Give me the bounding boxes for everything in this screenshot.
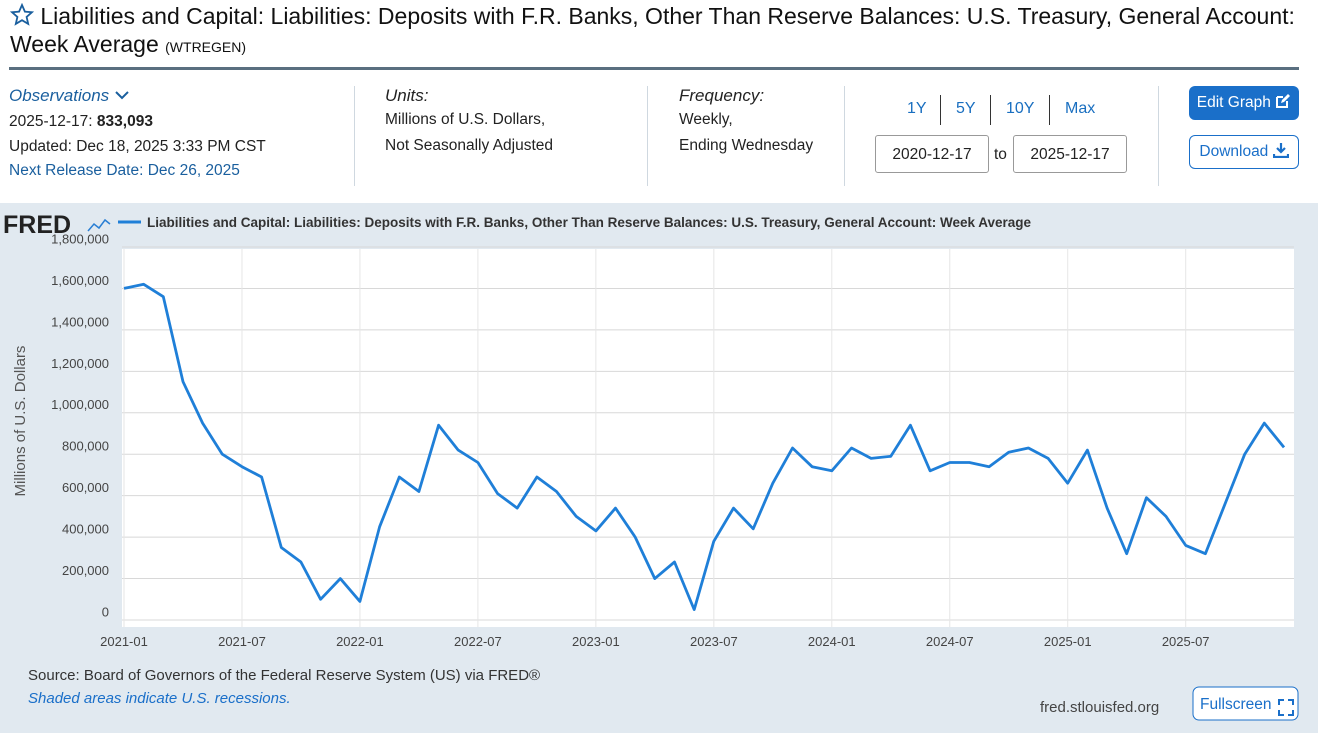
obs-date: 2025-12-17: <box>9 113 93 130</box>
x-tick-label: 2023-07 <box>690 634 738 649</box>
y-tick-label: 800,000 <box>62 439 109 454</box>
separator <box>940 95 941 125</box>
x-tick-label: 2021-07 <box>218 634 266 649</box>
recession-note: Shaded areas indicate U.S. recessions. <box>28 690 291 707</box>
range-button[interactable]: Max <box>1065 100 1096 117</box>
separator <box>990 95 991 125</box>
obs-value: 833,093 <box>96 113 153 130</box>
x-tick-label: 2025-07 <box>1162 634 1210 649</box>
chart: FRED Source: Board of Governors of the F… <box>3 211 1299 721</box>
y-tick-label: 1,800,000 <box>51 231 109 246</box>
source: Source: Board of Governors of the Federa… <box>28 667 540 684</box>
units-value: Not Seasonally Adjusted <box>385 137 554 154</box>
y-axis-label: Millions of U.S. Dollars <box>12 346 29 497</box>
site-url: fred.stlouisfed.org <box>1040 699 1159 716</box>
series-id: (WTREGEN) <box>165 39 247 55</box>
edit-icon <box>1276 94 1291 108</box>
range-button[interactable]: 5Y <box>956 100 976 117</box>
y-tick-label: 600,000 <box>62 480 109 495</box>
title-block: Liabilities and Capital: Liabilities: De… <box>9 2 1300 61</box>
fullscreen-button[interactable] <box>1192 686 1299 721</box>
observations-label: Observations <box>9 86 110 105</box>
fred-logo: FRED <box>3 211 71 239</box>
x-tick-label: 2025-01 <box>1044 634 1092 649</box>
star-icon[interactable] <box>9 2 35 27</box>
x-tick-label: 2023-01 <box>572 634 620 649</box>
updated: Updated: Dec 18, 2025 3:33 PM CST <box>9 138 266 155</box>
y-tick-label: 0 <box>102 604 109 619</box>
y-tick-label: 1,200,000 <box>51 356 109 371</box>
series-title: Liabilities and Capital: Liabilities: De… <box>10 3 1295 57</box>
separator <box>1049 95 1050 125</box>
units-label: Units: <box>385 86 429 105</box>
x-tick-label: 2022-07 <box>454 634 502 649</box>
start-date-input[interactable]: 2020-12-17 <box>875 135 989 173</box>
x-tick-label: 2024-01 <box>808 634 856 649</box>
y-tick-label: 1,400,000 <box>51 314 109 329</box>
separator <box>1158 86 1159 186</box>
legend-label: Liabilities and Capital: Liabilities: De… <box>147 215 1032 230</box>
x-tick-label: 2021-01 <box>100 634 148 649</box>
y-tick-label: 200,000 <box>62 563 109 578</box>
series-line <box>123 282 1286 611</box>
x-tick-label: 2022-01 <box>336 634 384 649</box>
range-button[interactable]: 10Y <box>1006 100 1035 117</box>
separator <box>647 86 648 186</box>
x-tick-label: 2024-07 <box>926 634 974 649</box>
y-tick-label: 400,000 <box>62 522 109 537</box>
frequency-label: Frequency: <box>679 86 765 105</box>
fullscreen-icon <box>1278 699 1294 716</box>
download-icon <box>1272 143 1289 159</box>
separator <box>844 86 845 186</box>
frequency-value: Ending Wednesday <box>679 137 814 154</box>
logo-icon <box>87 218 111 232</box>
to-label: to <box>994 146 1007 163</box>
button-label: Download <box>1199 143 1269 160</box>
range-button[interactable]: 1Y <box>907 100 927 117</box>
fullscreen-label: Fullscreen <box>1200 696 1272 713</box>
edit-graph-button[interactable]: Edit Graph <box>1189 86 1299 120</box>
plot-area <box>122 249 1294 627</box>
next-release[interactable]: Next Release Date: Dec 26, 2025 <box>9 162 240 179</box>
button-label: Edit Graph <box>1196 94 1271 111</box>
download-button[interactable]: Download <box>1189 135 1299 169</box>
frequency-value: Weekly, <box>679 111 733 128</box>
y-tick-label: 1,000,000 <box>51 397 109 412</box>
separator <box>354 86 355 186</box>
chart-panel: FRED Source: Board of Governors of the F… <box>0 203 1318 733</box>
divider <box>9 67 1299 70</box>
end-date-input[interactable]: 2025-12-17 <box>1013 135 1127 173</box>
chevron <box>115 91 129 100</box>
units-value: Millions of U.S. Dollars, <box>385 111 546 128</box>
observations-toggle[interactable]: Observations <box>9 86 130 106</box>
y-tick-label: 1,600,000 <box>51 273 109 288</box>
